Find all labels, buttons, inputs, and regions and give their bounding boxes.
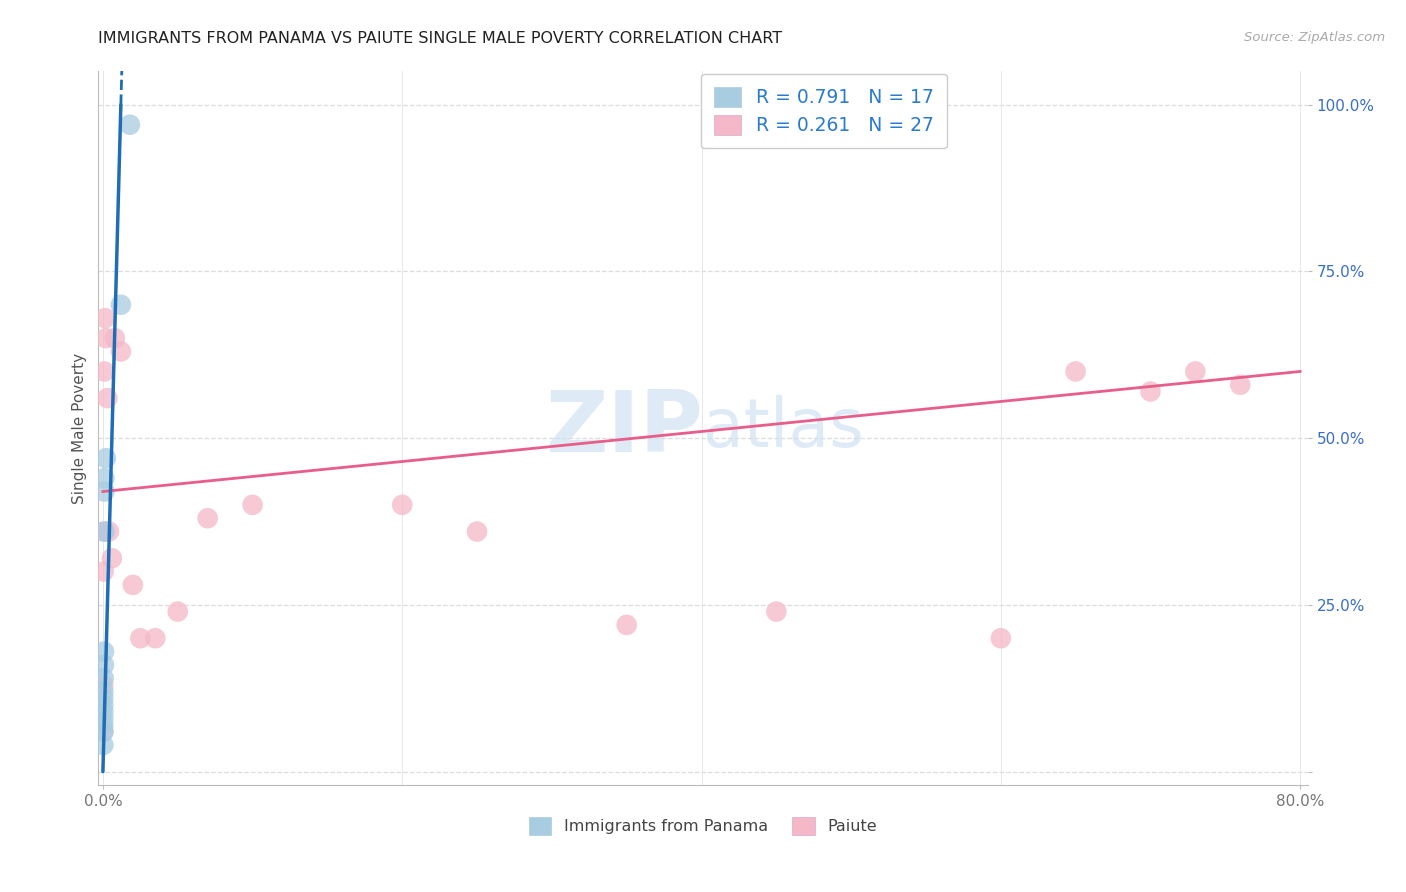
Point: [143, 632, 166, 646]
Point: [93, 644, 115, 658]
Point: [465, 524, 488, 539]
Y-axis label: Single Male Poverty: Single Male Poverty: [72, 352, 87, 504]
Point: [96, 391, 118, 405]
Point: [93, 724, 115, 739]
Point: [93, 364, 115, 378]
Text: IMMIGRANTS FROM PANAMA VS PAIUTE SINGLE MALE POVERTY CORRELATION CHART: IMMIGRANTS FROM PANAMA VS PAIUTE SINGLE …: [98, 31, 783, 46]
Point: [93, 471, 115, 485]
Point: [93, 565, 115, 579]
Text: ZIP: ZIP: [546, 386, 703, 470]
Point: [93, 691, 115, 706]
Text: atlas: atlas: [703, 395, 863, 461]
Point: [94, 451, 117, 466]
Point: [93, 524, 115, 539]
Point: [93, 738, 115, 752]
Point: [93, 698, 115, 712]
Point: [93, 678, 115, 692]
Point: [93, 705, 115, 719]
Point: [94, 331, 117, 345]
Point: [197, 511, 219, 525]
Point: [391, 498, 413, 512]
Point: [93, 657, 115, 672]
Point: [129, 632, 152, 646]
Point: [104, 331, 127, 345]
Point: [616, 618, 638, 632]
Point: [1139, 384, 1161, 399]
Point: [93, 484, 115, 499]
Point: [118, 118, 141, 132]
Point: [765, 605, 787, 619]
Point: [101, 551, 124, 566]
Point: [97, 524, 120, 539]
Point: [110, 298, 132, 312]
Point: [990, 632, 1012, 646]
Point: [93, 684, 115, 698]
Point: [93, 524, 115, 539]
Point: [121, 578, 143, 592]
Point: [166, 605, 188, 619]
Legend: Immigrants from Panama, Paiute: Immigrants from Panama, Paiute: [523, 811, 883, 841]
Point: [1184, 364, 1206, 378]
Point: [1229, 377, 1251, 392]
Point: [242, 498, 264, 512]
Point: [93, 711, 115, 725]
Point: [93, 718, 115, 732]
Point: [94, 311, 117, 326]
Point: [93, 724, 115, 739]
Point: [110, 344, 132, 359]
Point: [1064, 364, 1087, 378]
Text: Source: ZipAtlas.com: Source: ZipAtlas.com: [1244, 31, 1385, 45]
Point: [93, 671, 115, 685]
